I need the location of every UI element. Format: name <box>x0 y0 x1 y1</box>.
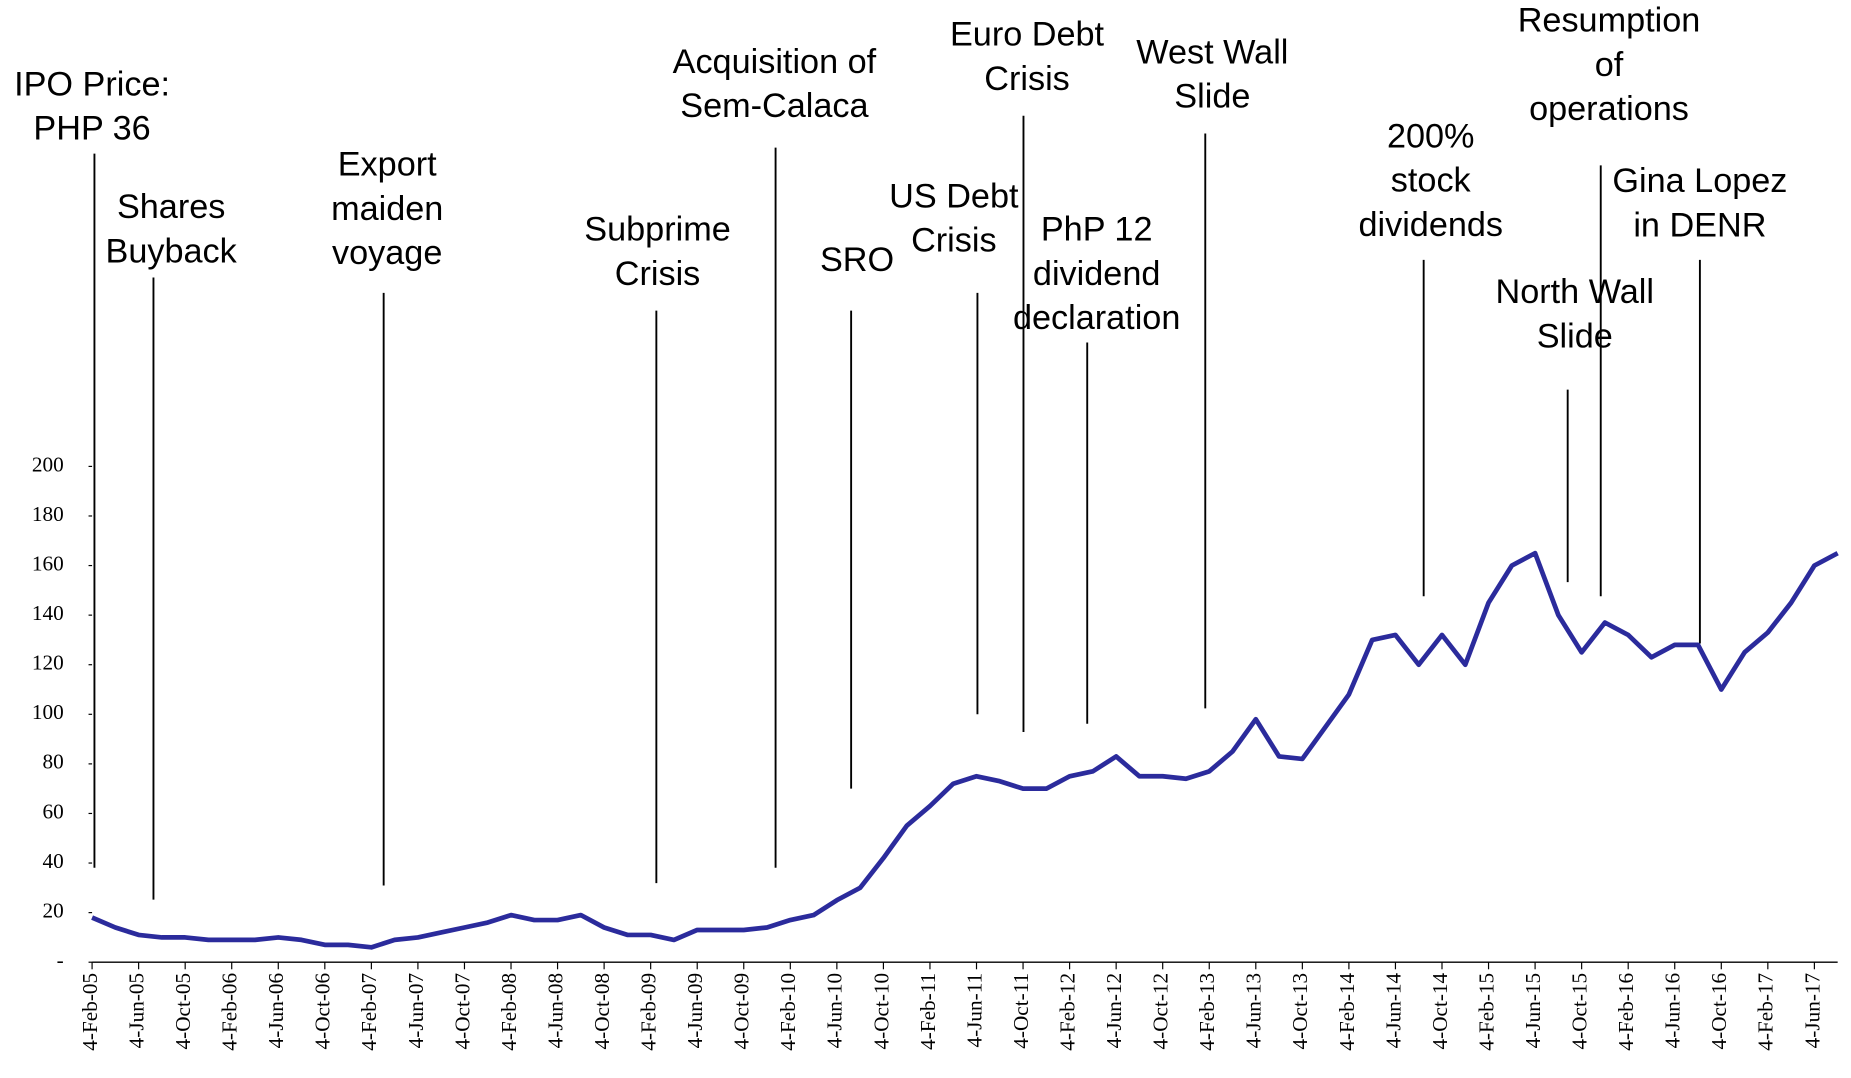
annotation-text: SRO <box>820 241 894 279</box>
x-tick-label: 4-Jun-11 <box>962 973 986 1048</box>
x-tick-label: 4-Jun-05 <box>125 973 149 1049</box>
annotation-text: Shares <box>117 188 225 226</box>
annotation-text: Gina Lopez <box>1612 162 1787 200</box>
annotation-text: operations <box>1529 90 1689 128</box>
annotation-text: Euro Debt <box>950 16 1105 54</box>
x-tick-label: 4-Jun-10 <box>823 973 847 1049</box>
x-tick-label: 4-Jun-15 <box>1521 973 1545 1049</box>
annotation-text: Resumption <box>1518 2 1701 40</box>
x-tick-label: 4-Feb-16 <box>1614 973 1638 1051</box>
x-tick-label: 4-Oct-11 <box>1009 973 1033 1049</box>
x-tick-label: 4-Feb-17 <box>1754 973 1778 1051</box>
y-tick-label: 200 <box>32 452 64 476</box>
annotation-text: Subprime <box>584 211 730 249</box>
y-tick-label: - <box>57 948 64 972</box>
x-tick-label: 4-Jun-06 <box>264 973 288 1049</box>
annotation-text: in DENR <box>1633 206 1766 244</box>
annotation-text: dividend <box>1033 255 1160 293</box>
annotation-text: Crisis <box>911 222 997 260</box>
x-tick-label: 4-Jun-08 <box>543 973 567 1049</box>
x-tick-label: 4-Jun-09 <box>683 973 707 1049</box>
x-tick-label: 4-Jun-16 <box>1661 973 1685 1049</box>
annotation-text: Acquisition of <box>673 43 877 81</box>
annotation-text: Buyback <box>106 232 238 270</box>
x-tick-label: 4-Oct-16 <box>1707 973 1731 1050</box>
y-tick-label: 40 <box>43 849 64 873</box>
annotation-text: Sem-Calaca <box>680 87 869 125</box>
x-tick-label: 4-Jun-07 <box>404 973 428 1049</box>
annotation-text: stock <box>1391 162 1472 200</box>
price-line <box>91 550 1839 950</box>
y-tick-label: 160 <box>32 551 64 575</box>
y-tick-label: 120 <box>32 651 64 675</box>
annotation-text: PhP 12 <box>1041 211 1153 249</box>
x-tick-label: 4-Oct-08 <box>590 973 614 1050</box>
x-tick-label: 4-Feb-07 <box>357 973 381 1051</box>
annotation-text: Slide <box>1174 78 1250 116</box>
annotation-text: voyage <box>332 234 442 272</box>
x-tick-label: 4-Feb-15 <box>1474 973 1498 1051</box>
annotation-text: of <box>1595 46 1624 84</box>
y-tick-label: 80 <box>43 750 64 774</box>
annotation-text: North Wall <box>1496 273 1654 311</box>
x-tick-label: 4-Feb-11 <box>916 973 940 1050</box>
x-tick-label: 4-Feb-09 <box>637 973 661 1051</box>
annotation-text: Export <box>338 146 437 184</box>
x-tick-label: 4-Oct-12 <box>1149 973 1173 1050</box>
x-tick-label: 4-Feb-08 <box>497 973 521 1051</box>
annotation-text: PHP 36 <box>33 110 150 148</box>
x-tick-label: 4-Feb-14 <box>1335 972 1359 1050</box>
y-tick-label: 60 <box>43 799 64 823</box>
x-tick-label: 4-Oct-10 <box>869 973 893 1050</box>
annotation-text: Crisis <box>615 255 701 293</box>
annotation-text: West Wall <box>1136 33 1288 71</box>
x-tick-label: 4-Oct-06 <box>311 973 335 1050</box>
x-tick-label: 4-Oct-14 <box>1428 972 1452 1049</box>
x-tick-label: 4-Jun-12 <box>1102 973 1126 1049</box>
x-tick-label: 4-Oct-07 <box>450 973 474 1050</box>
x-tick-label: 4-Oct-13 <box>1288 973 1312 1050</box>
y-tick-label: 140 <box>32 601 64 625</box>
x-tick-label: 4-Jun-17 <box>1800 973 1824 1049</box>
annotation-text: 200% <box>1387 117 1475 155</box>
x-tick-label: 4-Feb-05 <box>78 973 102 1051</box>
x-tick-label: 4-Jun-13 <box>1242 973 1266 1049</box>
annotation-text: US Debt <box>889 177 1019 215</box>
x-tick-label: 4-Feb-13 <box>1195 973 1219 1051</box>
x-tick-label: 4-Feb-12 <box>1055 973 1079 1051</box>
y-tick-label: 20 <box>43 898 64 922</box>
y-tick-label: 100 <box>32 700 64 724</box>
annotation-text: Crisis <box>984 60 1070 98</box>
x-tick-label: 4-Oct-15 <box>1568 973 1592 1050</box>
x-tick-label: 4-Feb-10 <box>776 973 800 1051</box>
x-tick-label: 4-Oct-09 <box>730 973 754 1050</box>
annotation-text: dividends <box>1358 206 1503 244</box>
x-tick-label: 4-Oct-05 <box>171 973 195 1050</box>
x-tick-label: 4-Jun-14 <box>1381 972 1405 1048</box>
annotation-text: IPO Price: <box>14 65 170 103</box>
annotation-text: declaration <box>1013 299 1180 337</box>
x-tick-label: 4-Feb-06 <box>218 973 242 1051</box>
annotation-text: maiden <box>331 190 443 228</box>
annotation-text: Slide <box>1537 317 1613 355</box>
y-tick-label: 180 <box>32 502 64 526</box>
